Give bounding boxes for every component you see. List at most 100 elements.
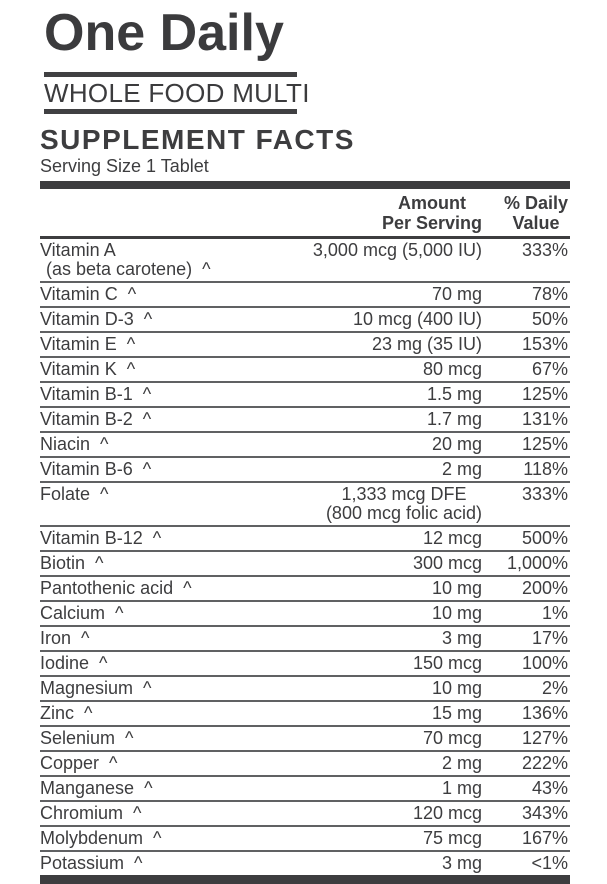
nutrient-daily-value: 131% [521,409,568,429]
table-row: Folate ^ 1,333 mcg DFE (800 mcg folic acid… [40,483,570,527]
nutrient-name: Vitamin E ^ [40,334,136,354]
nutrient-amount: 2 mg [441,753,482,773]
nutrient-amount: 3 mg [441,628,482,648]
nutrient-amount: 1.7 mg [426,409,482,429]
nutrient-daily-value: 153% [521,334,568,354]
nutrient-amount: 150 mcg [412,653,482,673]
nutrient-daily-value: 1% [541,603,568,623]
divider-rule-top [44,72,297,77]
table-row: Biotin ^ 300 mcg 1,000% [40,552,570,577]
supplement-facts-table: Amount Per Serving % Daily Value Vitamin… [40,181,570,884]
nutrient-daily-value: <1% [531,853,568,873]
product-title: One Daily [44,4,284,62]
table-row: Pantothenic acid ^ 10 mg 200% [40,577,570,602]
nutrient-amount: 1.5 mg [426,384,482,404]
nutrient-daily-value: 167% [521,828,568,848]
table-row: Vitamin D-3 ^ 10 mcg (400 IU) 50% [40,308,570,333]
nutrient-amount: 120 mcg [412,803,482,823]
nutrient-name: Potassium ^ [40,853,143,873]
label-content: One Daily WHOLE FOOD MULTI SUPPLEMENT FA… [40,6,570,884]
nutrient-name: Vitamin K ^ [40,359,136,379]
nutrient-amount: 75 mcg [422,828,482,848]
nutrient-amount: 70 mg [431,284,482,304]
nutrient-amount: 300 mcg [412,553,482,573]
nutrient-daily-value: 100% [521,653,568,673]
table-row: Magnesium ^ 10 mg 2% [40,677,570,702]
header-nutrient-spacer [40,193,237,233]
nutrient-name: Copper ^ [40,753,118,773]
nutrient-name: Pantothenic acid ^ [40,578,192,598]
nutrient-daily-value: 50% [531,309,568,329]
header-dv-line1: % Daily [503,193,568,213]
table-row: Vitamin B-6 ^ 2 mg 118% [40,458,570,483]
brand-block: One Daily WHOLE FOOD MULTI [40,6,570,114]
table-row: Vitamin E ^ 23 mg (35 IU) 153% [40,333,570,358]
nutrient-amount: 70 mcg [422,728,482,748]
table-row: Selenium ^ 70 mcg 127% [40,727,570,752]
nutrient-name: Chromium ^ [40,803,142,823]
table-row: Potassium ^ 3 mg <1% [40,852,570,875]
nutrient-daily-value: 125% [521,434,568,454]
nutrient-amount: 1,333 mcg DFE (800 mcg folic acid) [325,484,482,523]
table-row: Vitamin K ^ 80 mcg 67% [40,358,570,383]
nutrient-daily-value: 17% [531,628,568,648]
nutrient-daily-value: 136% [521,703,568,723]
divider-rule-bottom [44,109,297,114]
table-row: Vitamin A (as beta carotene) ^ 3,000 mcg (… [40,239,570,283]
nutrient-daily-value: 200% [521,578,568,598]
nutrient-daily-value: 333% [521,240,568,260]
nutrient-name: Vitamin B-12 ^ [40,528,162,548]
nutrient-name: Zinc ^ [40,703,93,723]
nutrient-amount: 3 mg [441,853,482,873]
nutrient-daily-value: 78% [531,284,568,304]
nutrient-name: Manganese ^ [40,778,153,798]
table-bottom-bar [40,875,570,884]
nutrient-name: Vitamin D-3 ^ [40,309,153,329]
table-row: Copper ^ 2 mg 222% [40,752,570,777]
nutrient-name: Magnesium ^ [40,678,152,698]
nutrient-amount: 10 mg [431,578,482,598]
nutrient-amount: 1 mg [441,778,482,798]
table-row: Vitamin C ^ 70 mg 78% [40,283,570,308]
header-amount-line2: Per Serving [381,213,482,233]
nutrient-name: Vitamin A (as beta carotene) ^ [40,240,211,279]
table-top-bar [40,181,570,189]
nutrient-daily-value: 67% [531,359,568,379]
nutrient-daily-value: 43% [531,778,568,798]
nutrient-name: Niacin ^ [40,434,109,454]
nutrient-daily-value: 1,000% [506,553,568,573]
serving-size: Serving Size 1 Tablet [40,156,209,176]
table-row: Vitamin B-2 ^ 1.7 mg 131% [40,408,570,433]
nutrient-name: Selenium ^ [40,728,134,748]
header-percent-daily-value: % Daily Value [482,193,570,233]
nutrient-name: Iodine ^ [40,653,108,673]
nutrient-name: Vitamin B-6 ^ [40,459,152,479]
table-row: Vitamin B-1 ^ 1.5 mg 125% [40,383,570,408]
table-row: Niacin ^ 20 mg 125% [40,433,570,458]
table-header-row: Amount Per Serving % Daily Value [40,189,570,239]
nutrient-daily-value: 333% [521,484,568,504]
supplement-facts-title: SUPPLEMENT FACTS [40,124,355,155]
nutrient-daily-value: 343% [521,803,568,823]
nutrient-name: Iron ^ [40,628,90,648]
table-row: Calcium ^ 10 mg 1% [40,602,570,627]
table-row: Molybdenum ^ 75 mcg 167% [40,827,570,852]
nutrient-daily-value: 127% [521,728,568,748]
table-row: Iron ^ 3 mg 17% [40,627,570,652]
product-subtitle: WHOLE FOOD MULTI [44,78,310,108]
nutrient-daily-value: 500% [521,528,568,548]
nutrient-daily-value: 2% [541,678,568,698]
nutrient-daily-value: 118% [523,459,568,479]
nutrient-name: Vitamin B-2 ^ [40,409,152,429]
header-dv-line2: Value [512,213,560,233]
nutrient-name: Vitamin C ^ [40,284,137,304]
nutrient-amount: 20 mg [431,434,482,454]
nutrient-amount: 10 mg [431,603,482,623]
nutrient-daily-value: 125% [521,384,568,404]
nutrient-name: Vitamin B-1 ^ [40,384,152,404]
nutrient-amount: 10 mcg (400 IU) [352,309,482,329]
nutrient-name: Folate ^ [40,484,109,504]
table-row: Zinc ^ 15 mg 136% [40,702,570,727]
table-body: Vitamin A (as beta carotene) ^ 3,000 mcg (… [40,239,570,875]
